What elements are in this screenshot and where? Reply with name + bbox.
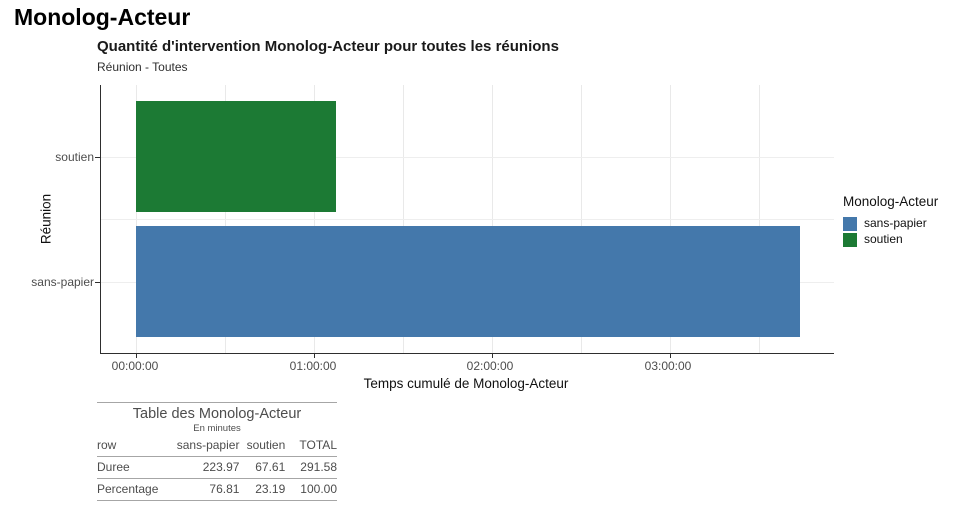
x-tick-mark bbox=[313, 353, 315, 358]
cell-duree-sans-papier: 223.97 bbox=[158, 456, 240, 479]
row-label-duree: Duree bbox=[97, 456, 159, 479]
cell-percentage-soutien: 23.19 bbox=[239, 478, 286, 501]
x-tick-mark bbox=[669, 353, 671, 358]
bar-sans-papier bbox=[135, 226, 800, 337]
summary-table: Table des Monolog-Acteur En minutes row … bbox=[97, 402, 337, 501]
x-tick-label-1: 01:00:00 bbox=[289, 359, 337, 373]
table-row: Percentage 76.81 23.19 100.00 bbox=[97, 478, 337, 501]
cell-duree-soutien: 67.61 bbox=[239, 456, 286, 479]
legend-label: sans-papier bbox=[864, 216, 927, 230]
column-header-row: row bbox=[97, 437, 159, 457]
chart-subtitle: Réunion - Toutes bbox=[97, 60, 188, 74]
x-tick-label-3: 03:00:00 bbox=[644, 359, 692, 373]
column-header-total: TOTAL bbox=[285, 437, 337, 457]
legend-swatch-soutien bbox=[843, 232, 857, 247]
x-tick-mark bbox=[491, 353, 493, 358]
x-tick-mark bbox=[135, 353, 137, 358]
chart-title: Quantité d'intervention Monolog-Acteur p… bbox=[97, 38, 559, 55]
cell-percentage-total: 100.00 bbox=[285, 478, 337, 501]
legend-title: Monolog-Acteur bbox=[843, 194, 939, 209]
table-header-row: row sans-papier soutien TOTAL bbox=[97, 437, 337, 457]
legend-swatch-sans-papier bbox=[843, 216, 857, 231]
cell-duree-total: 291.58 bbox=[285, 456, 337, 479]
bar-soutien bbox=[135, 101, 337, 212]
y-tick-label-soutien: soutien bbox=[55, 150, 94, 164]
legend-entry-sans-papier: sans-papier bbox=[843, 216, 938, 231]
x-tick-label-0: 00:00:00 bbox=[111, 359, 159, 373]
gridline-horizontal-minor bbox=[101, 219, 834, 220]
legend-entry-soutien: soutien bbox=[843, 232, 938, 247]
legend: Monolog-Acteur sans-papier soutien bbox=[843, 194, 938, 248]
table-row: Duree 223.97 67.61 291.58 bbox=[97, 456, 337, 479]
plot-panel bbox=[95, 85, 834, 358]
column-header-sans-papier: sans-papier bbox=[158, 437, 240, 457]
cell-percentage-sans-papier: 76.81 bbox=[158, 478, 240, 501]
row-label-percentage: Percentage bbox=[97, 478, 159, 501]
x-tick-label-2: 02:00:00 bbox=[466, 359, 514, 373]
gridline-horizontal bbox=[101, 156, 834, 158]
table-subtitle: En minutes bbox=[193, 423, 241, 434]
column-header-soutien: soutien bbox=[239, 437, 286, 457]
legend-label: soutien bbox=[864, 232, 903, 246]
table-title: Table des Monolog-Acteur bbox=[97, 402, 337, 422]
y-tick-label-sans-papier: sans-papier bbox=[31, 275, 94, 289]
y-tick-mark bbox=[95, 156, 100, 158]
y-axis-title: Réunion bbox=[38, 193, 54, 245]
y-tick-mark bbox=[95, 281, 100, 283]
x-axis-title: Temps cumulé de Monolog-Acteur bbox=[363, 376, 569, 391]
page-title: Monolog-Acteur bbox=[14, 4, 191, 30]
